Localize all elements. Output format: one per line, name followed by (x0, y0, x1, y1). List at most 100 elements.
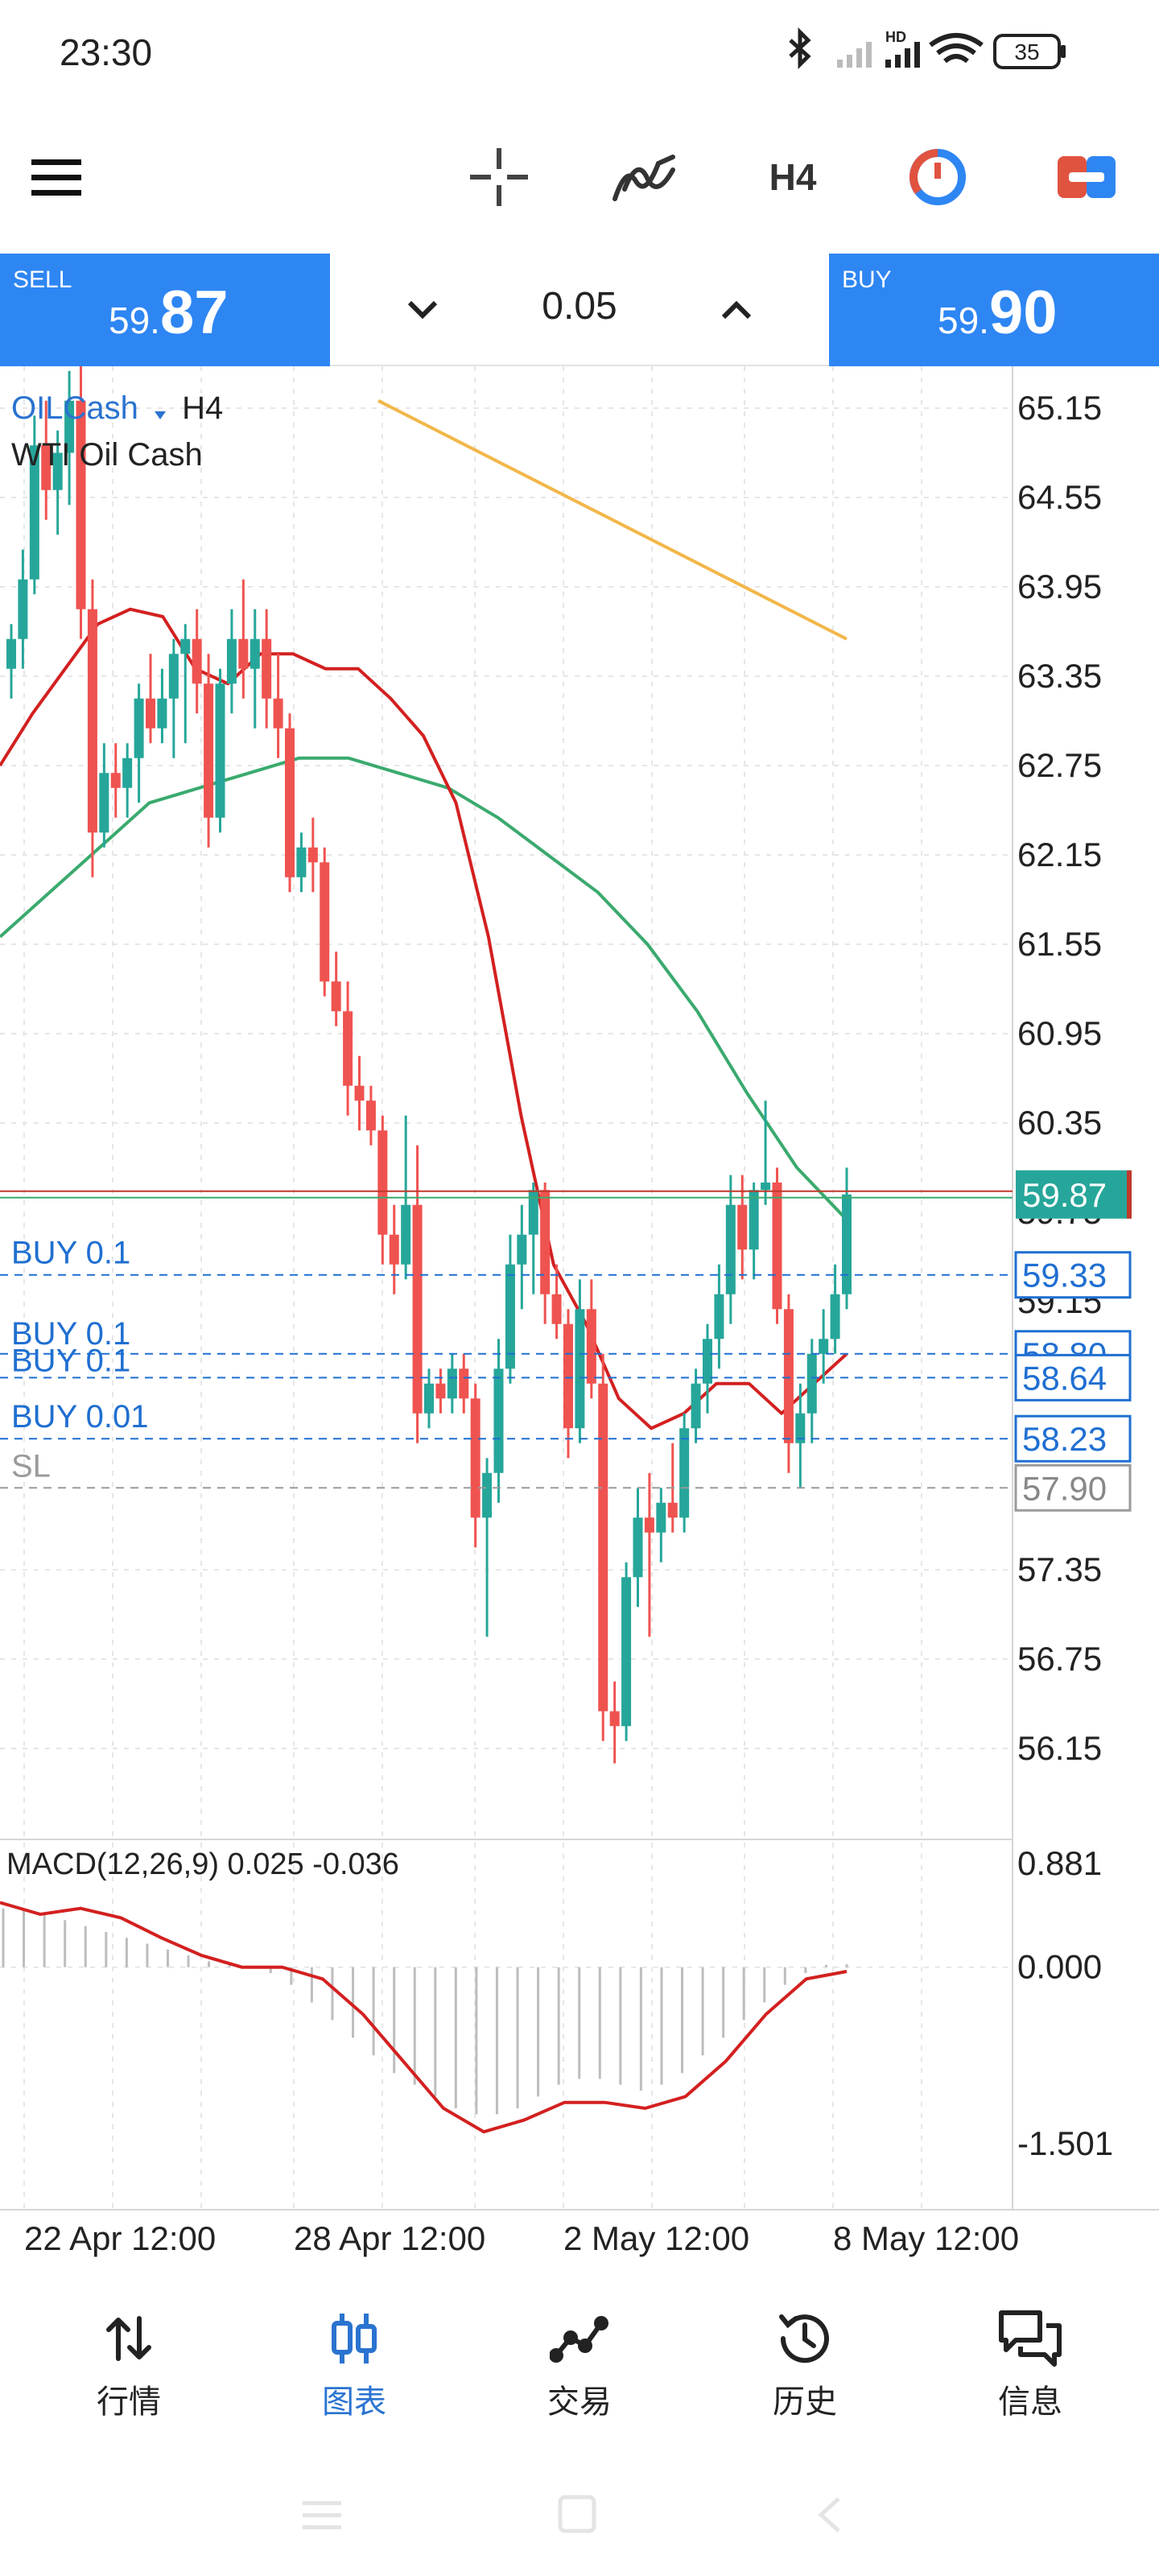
candle-body (714, 1294, 724, 1340)
nav-label-history: 历史 (773, 2384, 837, 2421)
candle-body (633, 1517, 643, 1578)
symbol-label[interactable]: OILCash H4 (11, 390, 223, 428)
candle-body (87, 609, 97, 833)
symbol-code[interactable]: OILCash (11, 390, 138, 426)
candle-body (262, 638, 272, 699)
back-icon[interactable] (818, 2497, 840, 2533)
moving-average-fast (0, 607, 848, 1430)
stop-loss-price: 57.90 (1022, 1469, 1107, 1507)
chevron-up-icon[interactable] (704, 278, 769, 342)
candle-body (761, 1183, 771, 1191)
signal-weak-icon (837, 42, 872, 68)
nav-label-trade: 交易 (547, 2384, 612, 2421)
timeframe-button[interactable]: H4 (753, 137, 833, 217)
candle-body (725, 1204, 736, 1294)
wifi-icon (929, 33, 984, 64)
trade-toggle-icon[interactable] (1046, 137, 1127, 217)
lot-value[interactable]: 0.05 (542, 285, 617, 328)
candle-body (226, 638, 237, 684)
status-bar: 23:30 HD (0, 0, 1159, 105)
nav-quotes[interactable]: 行情 (48, 2306, 209, 2427)
candle-body (307, 847, 318, 863)
candle-body (192, 638, 202, 684)
candle-body (157, 698, 167, 729)
y-tick-label: 62.15 (1017, 836, 1102, 873)
status-icons: HD 35 (773, 24, 1159, 80)
chart-canvas[interactable]: 65.15 64.55 63.95 63.35 62.75 62.15 61.55 60.95… (0, 366, 1159, 2274)
candle-body (331, 981, 341, 1012)
candle-body (320, 862, 330, 982)
y-tick-label: 61.55 (1017, 925, 1102, 963)
buy-button[interactable]: BUY 59.90 (829, 254, 1159, 366)
candle-body (377, 1130, 388, 1235)
candle-body (122, 758, 133, 788)
order-label: BUY 0.1 (11, 1343, 130, 1378)
candle-body (110, 773, 121, 788)
order-label: BUY 0.1 (11, 1236, 130, 1271)
candle-body (250, 638, 260, 669)
x-tick-label: 2 May 12:00 (563, 2219, 749, 2257)
candle-body (296, 847, 307, 877)
candle-body (644, 1517, 654, 1533)
candle-body (806, 1353, 817, 1414)
chevron-down-icon[interactable] (390, 278, 455, 342)
moving-average-slow (377, 399, 848, 641)
bottom-nav: 行情 图表 交易 历史 信息 (0, 2274, 1159, 2427)
candle-body (586, 1309, 596, 1384)
candle-body (64, 400, 75, 453)
candle-body (621, 1577, 632, 1727)
hamburger-menu-icon[interactable] (16, 137, 97, 217)
candle-body (749, 1190, 759, 1250)
macd-y-tick-label: 0.000 (1017, 1948, 1102, 1986)
order-price: 58.64 (1022, 1359, 1107, 1397)
x-tick-label: 28 Apr 12:00 (294, 2219, 485, 2257)
candle-body (204, 683, 214, 818)
current-price-tag-accent (1127, 1170, 1132, 1219)
macd-y-tick-label: 0.881 (1017, 1844, 1102, 1882)
status-time: 23:30 (60, 31, 153, 73)
battery-icon: 35 (993, 34, 1066, 69)
candle-body (6, 638, 16, 669)
nav-messages[interactable]: 信息 (950, 2306, 1111, 2427)
system-nav-bar (0, 2455, 1159, 2576)
crosshair-icon[interactable] (459, 137, 539, 217)
macd-y-tick-label: -1.501 (1017, 2124, 1113, 2162)
candle-body (435, 1383, 446, 1399)
nav-history[interactable]: 历史 (724, 2306, 885, 2427)
candle-body (691, 1383, 701, 1429)
y-tick-label: 57.35 (1017, 1550, 1102, 1588)
nav-label-charts: 图表 (322, 2384, 386, 2421)
lot-selector: 0.05 (330, 254, 829, 366)
candle-body (146, 698, 155, 729)
nav-label-messages: 信息 (998, 2384, 1062, 2421)
candle-body (703, 1339, 712, 1384)
macd-label: MACD(12,26,9) 0.025 -0.036 (6, 1847, 399, 1881)
order-price-tag (1014, 1251, 1132, 1299)
candle-body (215, 683, 225, 818)
candle-body (528, 1190, 538, 1235)
order-price: 59.33 (1022, 1257, 1107, 1294)
candle-body (273, 698, 283, 729)
symbol-timeframe: H4 (182, 390, 224, 426)
y-tick-label: 60.95 (1017, 1014, 1102, 1052)
nav-charts[interactable]: 图表 (274, 2306, 435, 2427)
y-tick-label: 60.35 (1017, 1104, 1102, 1141)
candle-body (412, 1204, 423, 1414)
order-price-tag (1014, 1353, 1132, 1402)
candle-body (679, 1428, 690, 1518)
recents-icon[interactable] (303, 2501, 341, 2529)
candle-body (482, 1472, 493, 1518)
candle-body (389, 1234, 399, 1265)
candle-body (470, 1398, 481, 1518)
symbol-description: WTI Oil Cash (11, 437, 203, 473)
indicator-wave-icon[interactable] (604, 137, 684, 217)
price-chart[interactable]: 65.15 64.55 63.95 63.35 62.75 62.15 61.55 60.95… (0, 366, 1159, 2274)
pie-timer-icon[interactable] (897, 137, 978, 217)
candle-body (99, 773, 109, 833)
candle-body (41, 445, 52, 490)
sell-button[interactable]: SELL 59.87 (0, 254, 330, 366)
nav-trade[interactable]: 交易 (499, 2306, 660, 2427)
candle-body (354, 1085, 365, 1101)
triangle-down-icon[interactable] (154, 392, 167, 428)
home-icon[interactable] (558, 2495, 596, 2533)
